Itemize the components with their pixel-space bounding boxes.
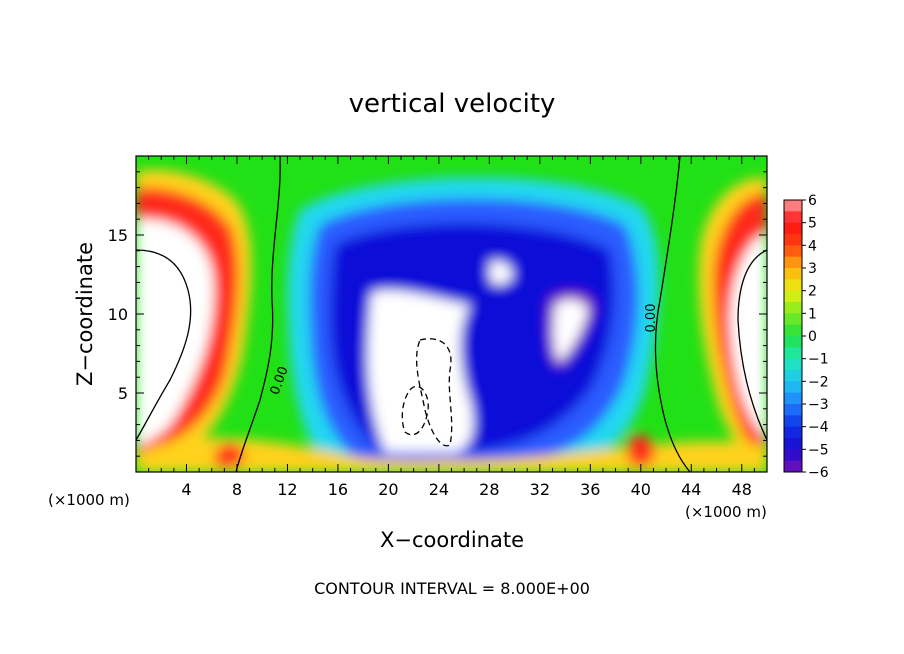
colorbar-band-19	[784, 415, 802, 428]
x-tick-label-12: 12	[277, 480, 297, 499]
colorbar-band-16	[784, 381, 802, 394]
field-region-15	[628, 435, 655, 467]
colorbar-band-21	[784, 438, 802, 450]
contour-label-1: 0.00	[644, 304, 659, 333]
colorbar-label-11: −5	[808, 442, 829, 458]
velocity-field	[136, 169, 767, 472]
colorbar-label-2: 4	[808, 238, 817, 254]
contour-interval-note: CONTOUR INTERVAL = 8.000E+00	[314, 579, 590, 598]
field-region-14	[215, 444, 245, 468]
colorbar-label-10: −4	[808, 420, 829, 436]
colorbar-label-0: 6	[808, 193, 817, 209]
x-tick-label-48: 48	[732, 480, 752, 499]
field-region-2	[136, 219, 214, 446]
colorbar-band-17	[784, 392, 802, 405]
colorbar-band-6	[784, 268, 802, 280]
field-region-9	[367, 290, 474, 452]
field-region-13	[136, 438, 767, 472]
colorbar-band-7	[784, 279, 802, 292]
x-unit-right: (×1000 m)	[685, 503, 767, 521]
x-axis: 4 8 12 16 20 24 28 32 36 40 44 48	[148, 156, 755, 499]
colorbar-band-5	[784, 256, 802, 269]
colorbar-label-12: −6	[808, 465, 829, 481]
x-tick-label-32: 32	[530, 480, 550, 499]
contour-lines	[136, 156, 767, 472]
field-region-12	[490, 260, 513, 285]
x-tick-label-36: 36	[580, 480, 600, 499]
contour-line-3	[737, 249, 767, 441]
colorbar-band-22	[784, 449, 802, 462]
colorbar-band-11	[784, 324, 802, 337]
y-tick-label-15: 15	[108, 226, 128, 245]
contour-line-5	[401, 385, 429, 436]
colorbar-label-1: 5	[808, 216, 817, 232]
colorbar-band-10	[784, 313, 802, 326]
x-tick-label-44: 44	[681, 480, 701, 499]
colorbar-label-6: 0	[808, 329, 817, 345]
x-unit-left: (×1000 m)	[48, 491, 130, 509]
contour-line-4	[415, 338, 453, 447]
x-tick-label-8: 8	[232, 480, 242, 499]
colorbar-label-7: −1	[808, 352, 829, 368]
colorbar-label-4: 2	[808, 284, 817, 300]
x-tick-label-4: 4	[181, 480, 191, 499]
colorbar-band-1	[784, 211, 802, 224]
colorbar-label-8: −2	[808, 374, 829, 390]
colorbar-band-18	[784, 404, 802, 416]
colorbar-band-13	[784, 347, 802, 360]
y-tick-label-5: 5	[118, 384, 128, 403]
colorbar: 6 5 4 3 2 1 0 −1 −2 −3 −4 −5 −6	[783, 193, 829, 481]
colorbar-band-15	[784, 370, 802, 382]
colorbar-band-14	[784, 358, 802, 371]
contour-line-2	[136, 249, 192, 441]
colorbar-band-12	[784, 336, 802, 348]
colorbar-band-9	[784, 302, 802, 314]
colorbar-band-20	[784, 426, 802, 439]
x-tick-label-28: 28	[479, 480, 499, 499]
plot-area	[136, 156, 767, 472]
colorbar-band-4	[784, 245, 802, 258]
field-region-5	[730, 232, 767, 440]
colorbar-label-9: −3	[808, 397, 829, 413]
colorbar-band-0	[784, 200, 802, 212]
colorbar-label-5: 1	[808, 306, 817, 322]
y-tick-label-10: 10	[108, 305, 128, 324]
colorbar-band-2	[784, 222, 802, 235]
field-region-11	[553, 299, 588, 362]
x-tick-label-40: 40	[631, 480, 651, 499]
x-tick-label-16: 16	[328, 480, 348, 499]
colorbar-band-8	[784, 290, 802, 303]
y-axis-label: Z−coordinate	[73, 242, 97, 386]
contour-line-1	[654, 156, 691, 472]
x-tick-label-24: 24	[429, 480, 449, 499]
colorbar-band-23	[784, 460, 802, 473]
x-tick-label-20: 20	[378, 480, 398, 499]
colorbar-band-3	[784, 234, 802, 246]
colorbar-label-3: 3	[808, 261, 817, 277]
contour-line-0	[235, 156, 281, 472]
y-axis: 5 10 15	[108, 171, 767, 457]
x-axis-label: X−coordinate	[380, 528, 524, 552]
chart-title: vertical velocity	[349, 89, 556, 119]
